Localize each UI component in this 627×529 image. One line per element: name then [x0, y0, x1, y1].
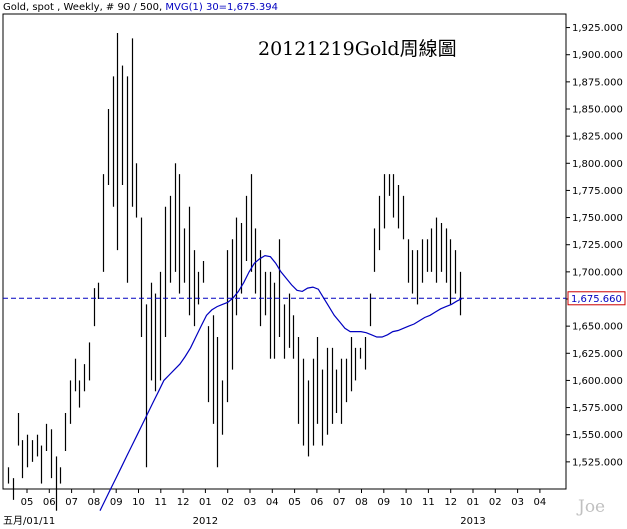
- x-month-label: 10: [132, 497, 145, 508]
- x-month-label: 02: [489, 497, 502, 508]
- y-tick-label: 1,850.000: [572, 105, 623, 116]
- x-month-label: 01: [199, 497, 212, 508]
- x-month-label: 08: [355, 497, 368, 508]
- x-month-label: 12: [444, 497, 457, 508]
- y-tick-label: 1,800.000: [572, 159, 623, 170]
- x-month-label: 07: [333, 497, 346, 508]
- y-tick-label: 1,625.000: [572, 349, 623, 360]
- y-tick-label: 1,525.000: [572, 457, 623, 468]
- watermark-text: Joe: [576, 497, 605, 517]
- chart-header: Gold, spot , Weekly, # 90 / 500, MVG(1) …: [3, 2, 278, 14]
- x-month-label: 02: [221, 497, 234, 508]
- x-month-label: 04: [534, 497, 547, 508]
- y-tick-label: 1,725.000: [572, 240, 623, 251]
- x-month-label: 11: [422, 497, 435, 508]
- x-month-label: 08: [88, 497, 101, 508]
- x-month-label: 09: [110, 497, 123, 508]
- x-month-label: 03: [244, 497, 257, 508]
- y-tick-label: 1,900.000: [572, 50, 623, 61]
- y-tick-label: 1,750.000: [572, 213, 623, 224]
- x-month-label: 05: [21, 497, 34, 508]
- x-month-label: 05: [288, 497, 301, 508]
- x-year-label: 五月/01/11: [3, 515, 55, 527]
- y-tick-label: 1,575.000: [572, 403, 623, 414]
- x-month-label: 06: [311, 497, 324, 508]
- reference-label-box: [567, 291, 626, 306]
- moving-average-info: MVG(1) 30=1,675.394: [165, 2, 278, 13]
- x-month-label: 10: [400, 497, 413, 508]
- moving-average-line: [99, 254, 463, 511]
- y-tick-label: 1,825.000: [572, 132, 623, 143]
- y-tick-label: 1,700.000: [572, 267, 623, 278]
- x-month-label: 11: [154, 497, 167, 508]
- y-tick-label: 1,925.000: [572, 23, 623, 34]
- instrument-info: Gold, spot , Weekly, # 90 / 500,: [3, 2, 166, 13]
- x-month-label: 07: [65, 497, 78, 508]
- x-month-label: 04: [266, 497, 279, 508]
- reference-label: 1,675.660: [571, 294, 622, 305]
- x-year-label: 2013: [460, 516, 485, 527]
- y-tick-label: 1,650.000: [572, 322, 623, 333]
- x-month-label: 01: [467, 497, 480, 508]
- y-tick-label: 1,550.000: [572, 430, 623, 441]
- y-tick-label: 1,775.000: [572, 186, 623, 197]
- x-month-label: 03: [511, 497, 524, 508]
- plot-frame: [2, 13, 567, 490]
- chart-title: 20121219Gold周線圖: [258, 38, 457, 60]
- x-month-label: 12: [177, 497, 190, 508]
- x-month-label: 09: [377, 497, 390, 508]
- x-year-label: 2012: [193, 516, 218, 527]
- y-tick-label: 1,600.000: [572, 376, 623, 387]
- x-month-label: 06: [43, 497, 56, 508]
- y-tick-label: 1,875.000: [572, 77, 623, 88]
